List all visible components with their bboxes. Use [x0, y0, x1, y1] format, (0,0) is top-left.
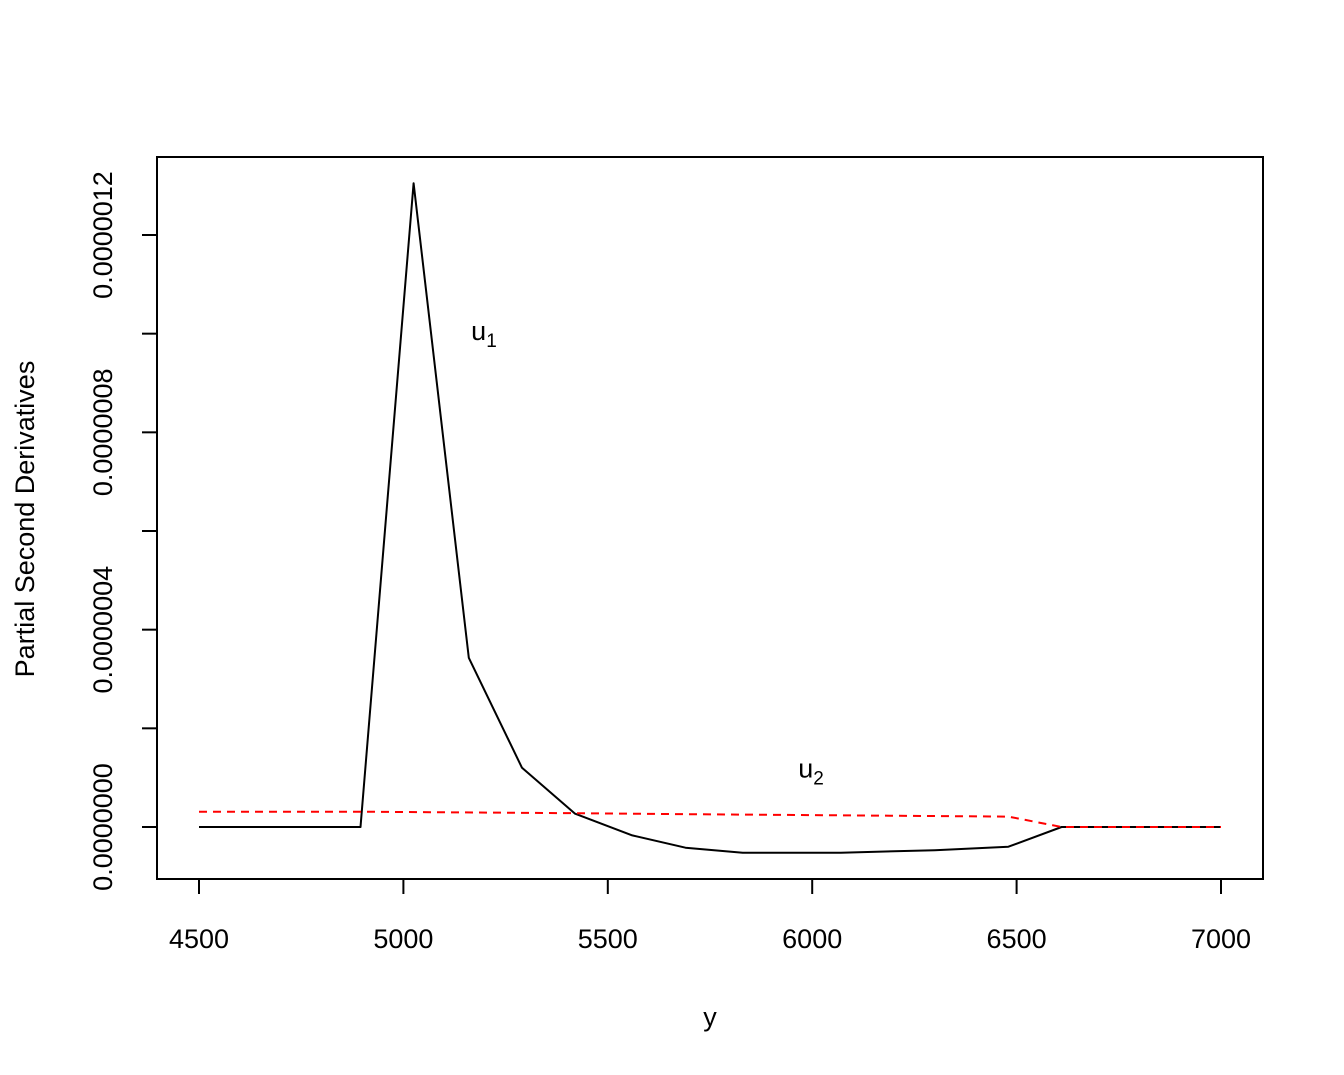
plot-frame — [156, 156, 1264, 880]
series-layer — [199, 182, 1221, 854]
y-tick-label: 0.0000008 — [88, 368, 118, 496]
x-tick-label: 4500 — [169, 924, 229, 954]
y-tick-label: 0.0000012 — [88, 171, 118, 299]
x-tick-label: 5500 — [578, 924, 638, 954]
x-tick-label: 5000 — [373, 924, 433, 954]
y-tick-label: 0.0000000 — [88, 763, 118, 891]
series-line-1 — [199, 182, 1221, 854]
series-annotation-1: u1 — [471, 316, 497, 352]
y-axis-label: Partial Second Derivatives — [10, 361, 40, 678]
x-tick-label: 6500 — [987, 924, 1047, 954]
x-tick-label: 7000 — [1191, 924, 1251, 954]
x-axis-label: y — [703, 1002, 717, 1032]
y-tick-label: 0.0000004 — [88, 566, 118, 694]
x-tick-label: 6000 — [782, 924, 842, 954]
annotation-layer: u1 u2 — [471, 316, 824, 790]
series-line-2 — [199, 810, 1221, 828]
series-annotation-2: u2 — [798, 754, 824, 790]
y-axis: 0.0000000 0.0000004 0.0000008 0.0000012 — [88, 171, 158, 891]
x-axis: 4500 5000 5500 6000 6500 7000 — [169, 878, 1251, 954]
